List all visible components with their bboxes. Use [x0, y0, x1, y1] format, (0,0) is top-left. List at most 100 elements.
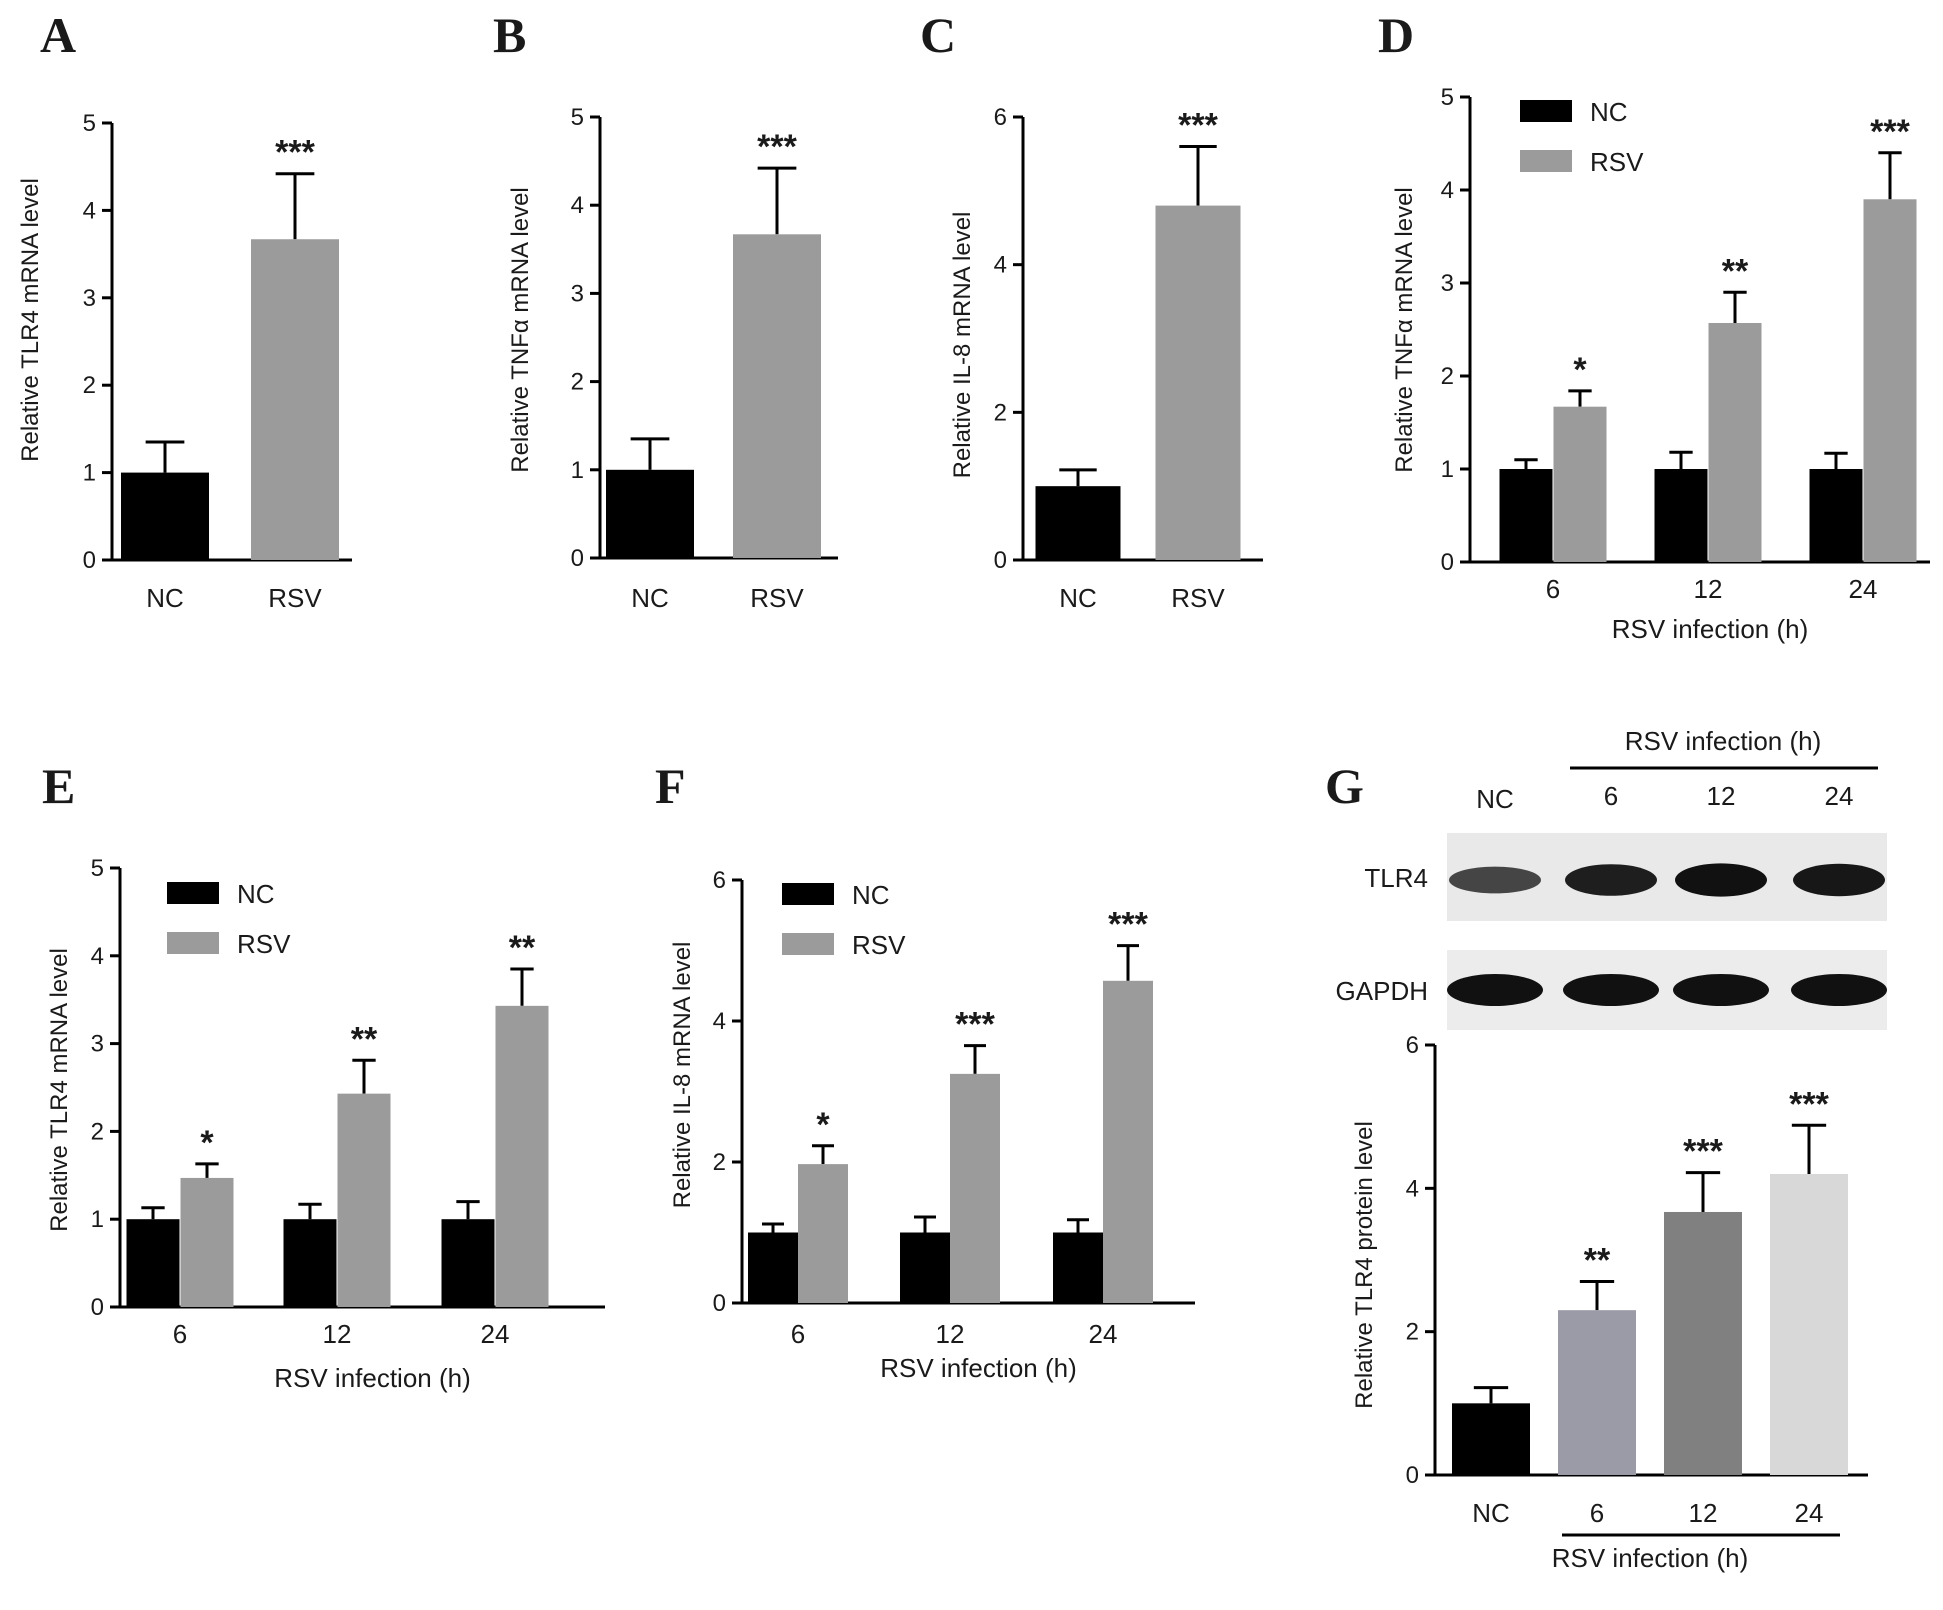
panel-d-bar-nc-12 — [1654, 469, 1708, 562]
panel-d-bar-rsv-6-significance: * — [1573, 351, 1587, 389]
panel-f-y-tick-label: 2 — [713, 1149, 726, 1176]
panel-a-y-tick-label: 3 — [83, 285, 96, 312]
panel-d-x-label: RSV infection (h) — [1612, 614, 1809, 644]
panel-d-y-tick-label: 5 — [1441, 84, 1454, 111]
panel-d-y-tick-label: 0 — [1441, 549, 1454, 576]
panel-e-y-tick-label: 4 — [91, 943, 104, 970]
blot-band-gapdh — [1791, 974, 1887, 1006]
panel-b-bar-rsv — [733, 234, 821, 558]
panel-d-legend-swatch-rsv — [1520, 150, 1572, 172]
panel-b: 0 1 2 3 4 5 Relative TNFα mRNA level NC *** RSV — [507, 104, 838, 613]
panel-f-x-label: RSV infection (h) — [880, 1353, 1077, 1383]
panel-e-legend-label: RSV — [237, 929, 291, 959]
panel-f-legend-swatch-nc — [782, 883, 834, 905]
panel-c-y-tick-label: 0 — [994, 547, 1007, 574]
panel-f-bar-rsv-24 — [1103, 980, 1153, 1303]
panel-f-x-tick-label: 12 — [936, 1319, 965, 1349]
panel-f-y-tick-label: 6 — [713, 867, 726, 894]
panel-d-bar-rsv-24 — [1863, 199, 1917, 563]
panel-e-legend-swatch-rsv — [167, 932, 219, 954]
panel-letter-b: B — [493, 7, 526, 63]
panel-e-bar-rsv-6 — [180, 1177, 234, 1307]
panel-g-bar-12-significance: *** — [1683, 1133, 1723, 1171]
panel-e-y-tick-label: 3 — [91, 1031, 104, 1058]
panel-g-bar-24-significance: *** — [1789, 1085, 1829, 1123]
panel-g-bar-12 — [1664, 1211, 1742, 1475]
panel-a-y-tick-label: 1 — [83, 460, 96, 487]
panel-g-x-tick-label: NC — [1472, 1498, 1510, 1528]
panel-d-bar-rsv-6 — [1553, 406, 1607, 562]
panel-e-legend-label: NC — [237, 879, 275, 909]
panel-e-x-tick-label: 24 — [481, 1319, 510, 1349]
panel-e-x-tick-label: 12 — [323, 1319, 352, 1349]
blot-header: RSV infection (h) — [1625, 726, 1822, 756]
panel-e-x-label: RSV infection (h) — [274, 1363, 471, 1393]
panel-b-y-tick-label: 4 — [571, 192, 584, 219]
panel-b-bar-nc — [606, 469, 694, 558]
panel-f-y-label: Relative IL-8 mRNA level — [669, 942, 696, 1209]
blot-band-tlr4 — [1449, 866, 1541, 894]
panel-e-legend-swatch-nc — [167, 882, 219, 904]
panel-e-bar-rsv-6-significance: * — [200, 1124, 214, 1162]
panel-c-bar-rsv-significance: *** — [1178, 107, 1218, 145]
panel-g-bar-6-significance: ** — [1584, 1242, 1611, 1280]
panel-b-y-tick-label: 1 — [571, 457, 584, 484]
panel-d-x-tick-label: 12 — [1694, 574, 1723, 604]
panel-b-bar-rsv-significance: *** — [757, 128, 797, 166]
panel-f-legend-swatch-rsv — [782, 933, 834, 955]
panel-g-bar-6 — [1558, 1310, 1636, 1475]
blot-lane-label: 12 — [1707, 781, 1736, 811]
panel-letter-f: F — [655, 758, 686, 814]
panel-b-y-label: Relative TNFα mRNA level — [507, 187, 534, 473]
panel-letter-e: E — [42, 758, 75, 814]
panel-c-x-tick-label: RSV — [1171, 583, 1225, 613]
panel-d-bar-nc-24 — [1809, 469, 1863, 562]
panel-d-bar-rsv-12-significance: ** — [1722, 252, 1749, 290]
panel-e-y-tick-label: 0 — [91, 1294, 104, 1321]
panel-e-bar-rsv-12 — [337, 1093, 391, 1307]
panel-e-y-tick-label: 2 — [91, 1118, 104, 1145]
panel-a-x-tick-label: RSV — [268, 583, 322, 613]
panel-a-y-tick-label: 4 — [83, 197, 96, 224]
blot-band-tlr4 — [1565, 864, 1657, 896]
panel-b-y-tick-label: 5 — [571, 104, 584, 131]
panel-d-bar-rsv-12 — [1708, 322, 1762, 562]
panel-f-legend-label: NC — [852, 880, 890, 910]
panel-b-y-tick-label: 0 — [571, 545, 584, 572]
blot-band-gapdh — [1563, 974, 1659, 1006]
panel-e-bar-nc-24 — [441, 1219, 495, 1307]
panel-f-bar-nc-6 — [748, 1232, 798, 1303]
panel-g-y-tick-label: 4 — [1406, 1175, 1419, 1202]
panel-g-bar-24 — [1770, 1174, 1848, 1475]
panel-g-y-tick-label: 0 — [1406, 1462, 1419, 1489]
blot-bands — [1447, 863, 1887, 1006]
panel-f-y-tick-label: 0 — [713, 1290, 726, 1317]
panel-d-y-tick-label: 2 — [1441, 363, 1454, 390]
panel-a-bar-rsv-significance: *** — [275, 134, 315, 172]
panel-a: 0 1 2 3 4 5 Relative TLR4 mRNA level NC *** RSV — [17, 110, 352, 613]
blot-band-tlr4 — [1793, 863, 1885, 897]
panel-letter-c: C — [920, 7, 956, 63]
panel-d-y-tick-label: 4 — [1441, 177, 1454, 204]
panel-f-bar-nc-12 — [900, 1232, 950, 1303]
panel-letter-g: G — [1325, 758, 1364, 814]
blot-row-label-gapdh: GAPDH — [1336, 976, 1428, 1006]
panel-d-bar-rsv-24-significance: *** — [1870, 113, 1910, 151]
panel-c-x-tick-label: NC — [1059, 583, 1097, 613]
panel-c-bar-nc — [1035, 486, 1121, 560]
panel-e-y-tick-label: 5 — [91, 855, 104, 882]
panel-d-legend-label: NC — [1590, 97, 1628, 127]
panel-a-x-tick-label: NC — [146, 583, 184, 613]
panel-g-x-tick-label: 12 — [1689, 1498, 1718, 1528]
blot-band-tlr4 — [1675, 863, 1767, 897]
panel-d-y-tick-label: 1 — [1441, 456, 1454, 483]
blot-row-label-tlr4: TLR4 — [1364, 863, 1428, 893]
panel-f-bar-rsv-6 — [798, 1164, 848, 1303]
panel-f-legend-label: RSV — [852, 930, 906, 960]
panel-g-bar-nc — [1452, 1403, 1530, 1475]
panel-a-y-tick-label: 2 — [83, 372, 96, 399]
panel-letter-d: D — [1378, 7, 1414, 63]
panel-b-x-tick-label: RSV — [750, 583, 804, 613]
